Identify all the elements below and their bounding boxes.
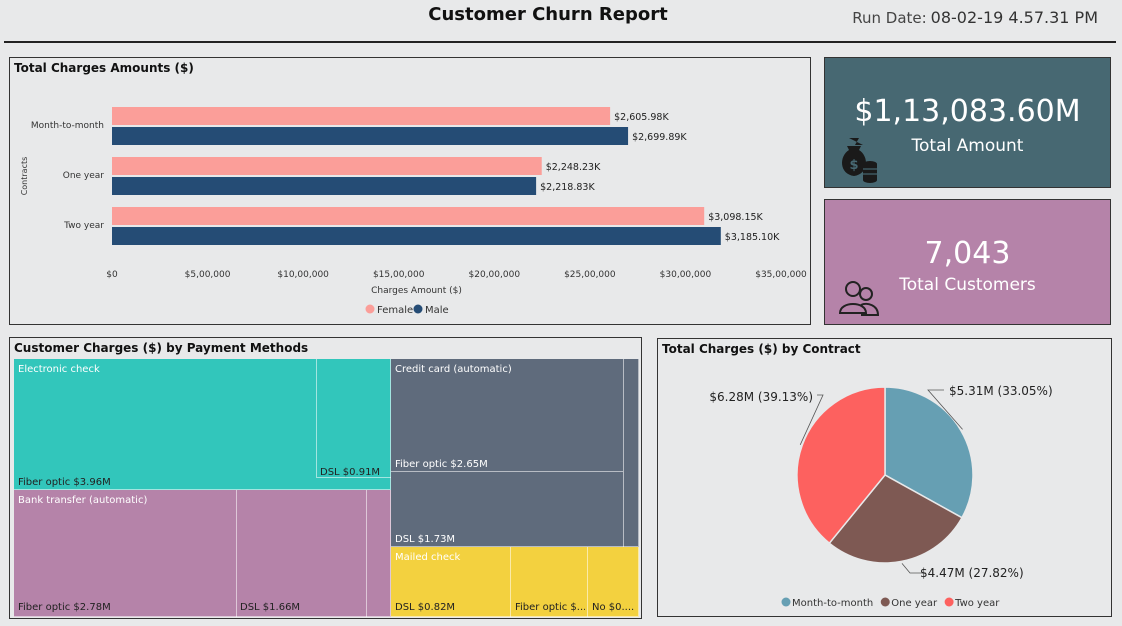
report-title: Customer Churn Report xyxy=(428,4,668,25)
x-tick-label: $0 xyxy=(106,270,118,280)
tile-divider xyxy=(623,359,624,547)
tile-divider xyxy=(587,547,588,617)
x-tick-label: $10,00,000 xyxy=(277,270,329,280)
bar[interactable] xyxy=(112,177,537,195)
treemap-group-mailed-check[interactable]: Mailed check DSL $0.82M Fiber optic $...… xyxy=(391,547,639,617)
x-axis-label: Charges Amount ($) xyxy=(371,286,462,296)
treemap-item-label: Fiber optic $2.65M xyxy=(395,459,488,470)
bar-data-label: $3,185.10K xyxy=(725,232,780,243)
pie-slice[interactable] xyxy=(828,474,963,564)
header-divider xyxy=(4,41,1116,43)
legend-entry[interactable]: Male xyxy=(425,305,449,316)
treemap-item-label: DSL $0.82M xyxy=(395,602,456,613)
treemap-item-label: Fiber optic $... xyxy=(515,602,585,613)
pie-slice[interactable] xyxy=(796,386,886,545)
y-axis-label: Contracts xyxy=(20,157,29,196)
pie-chart-panel: Total Charges ($) by Contract $5.31M (33… xyxy=(657,338,1112,617)
bar-data-label: $2,218.83K xyxy=(540,182,595,193)
bar[interactable] xyxy=(112,127,629,145)
treemap-item-label: DSL $0.91M xyxy=(320,467,381,478)
bar-chart-title: Total Charges Amounts ($) xyxy=(14,61,194,75)
bar-data-label: $2,699.89K xyxy=(632,132,687,143)
bar[interactable] xyxy=(112,107,611,125)
treemap-group-label: Credit card (automatic) xyxy=(395,364,512,375)
total-amount-card: $1,13,083.60M Total Amount $ xyxy=(824,57,1111,188)
treemap-item-label: DSL $1.73M xyxy=(395,534,456,545)
bar-chart: Month-to-month $2,605.98K $2,699.89K One ye… xyxy=(20,107,807,316)
treemap-group-bank-transfer[interactable]: Bank transfer (automatic) Fiber optic $2… xyxy=(14,490,391,617)
legend-marker xyxy=(880,597,890,607)
treemap-title: Customer Charges ($) by Payment Methods xyxy=(14,341,309,355)
legend-marker xyxy=(413,304,423,314)
legend-entry[interactable]: Two year xyxy=(954,598,1000,609)
money-bag-icon: $ xyxy=(842,138,877,183)
treemap: Electronic check Fiber optic $3.96M DSL … xyxy=(14,359,639,617)
bar-chart-panel: Total Charges Amounts ($) Month-to-month… xyxy=(9,57,811,325)
customers-icon xyxy=(838,281,880,316)
treemap-group-electronic-check[interactable]: Electronic check Fiber optic $3.96M DSL … xyxy=(14,359,391,490)
treemap-item-label: No $0.... xyxy=(592,602,635,613)
y-tick-label: Two year xyxy=(63,221,104,231)
bar-data-label: $2,605.98K xyxy=(614,112,669,123)
pie-leader-line xyxy=(927,389,963,430)
bar[interactable] xyxy=(112,157,542,175)
total-amount-value: $1,13,083.60M xyxy=(854,94,1081,129)
legend-entry[interactable]: One year xyxy=(891,598,938,609)
tile-divider xyxy=(510,547,511,617)
bar-data-label: $2,248.23K xyxy=(546,162,601,173)
tile-divider xyxy=(391,471,623,472)
tile-divider xyxy=(366,490,367,617)
treemap-group-label: Mailed check xyxy=(395,552,461,563)
pie-chart: $5.31M (33.05%) $4.47M (27.82%) $6.28M (39… xyxy=(709,384,1053,609)
tile-divider xyxy=(316,359,317,477)
x-tick-label: $35,00,000 xyxy=(755,270,807,280)
pie-chart-title: Total Charges ($) by Contract xyxy=(662,342,861,356)
total-amount-label: Total Amount xyxy=(911,136,1024,156)
treemap-group-label: Electronic check xyxy=(18,364,100,375)
tile-divider xyxy=(316,477,391,478)
total-customers-card: 7,043 Total Customers xyxy=(824,199,1111,325)
x-tick-label: $20,00,000 xyxy=(469,270,521,280)
x-tick-label: $25,00,000 xyxy=(564,270,616,280)
pie-data-label: $5.31M (33.05%) xyxy=(949,384,1053,398)
y-tick-label: Month-to-month xyxy=(31,121,104,131)
y-tick-label: One year xyxy=(63,171,105,181)
bar-data-label: $3,098.15K xyxy=(708,212,763,223)
pie-data-label: $6.28M (39.13%) xyxy=(709,390,813,404)
legend-entry[interactable]: Month-to-month xyxy=(792,598,873,609)
x-tick-label: $15,00,000 xyxy=(373,270,425,280)
bar[interactable] xyxy=(112,207,705,225)
legend-marker xyxy=(781,597,791,607)
pie-leader-line xyxy=(901,563,926,574)
x-tick-label: $5,00,000 xyxy=(185,270,231,280)
treemap-item-label: Fiber optic $2.78M xyxy=(18,602,111,613)
pie-data-label: $4.47M (27.82%) xyxy=(920,566,1024,580)
legend-marker xyxy=(944,597,954,607)
treemap-group-label: Bank transfer (automatic) xyxy=(18,495,148,506)
treemap-group-credit-card[interactable]: Credit card (automatic) Fiber optic $2.6… xyxy=(391,359,639,547)
x-tick-label: $30,00,000 xyxy=(660,270,712,280)
tile-divider xyxy=(236,490,237,617)
bar[interactable] xyxy=(112,227,721,245)
total-customers-label: Total Customers xyxy=(899,275,1036,295)
treemap-item-label: DSL $1.66M xyxy=(240,602,301,613)
pie-leader-line xyxy=(799,394,824,445)
pie-slice[interactable] xyxy=(884,386,974,519)
run-date: Run Date: 08-02-19 4.57.31 PM xyxy=(852,8,1098,27)
svg-text:$: $ xyxy=(849,158,858,173)
total-customers-value: 7,043 xyxy=(924,236,1011,271)
legend-entry[interactable]: Female xyxy=(377,305,413,316)
legend-marker xyxy=(365,304,375,314)
run-date-label: Run Date: xyxy=(852,9,927,27)
treemap-item-label: Fiber optic $3.96M xyxy=(18,477,111,488)
treemap-panel: Customer Charges ($) by Payment Methods … xyxy=(9,337,642,619)
run-date-value: 08-02-19 4.57.31 PM xyxy=(930,8,1098,27)
